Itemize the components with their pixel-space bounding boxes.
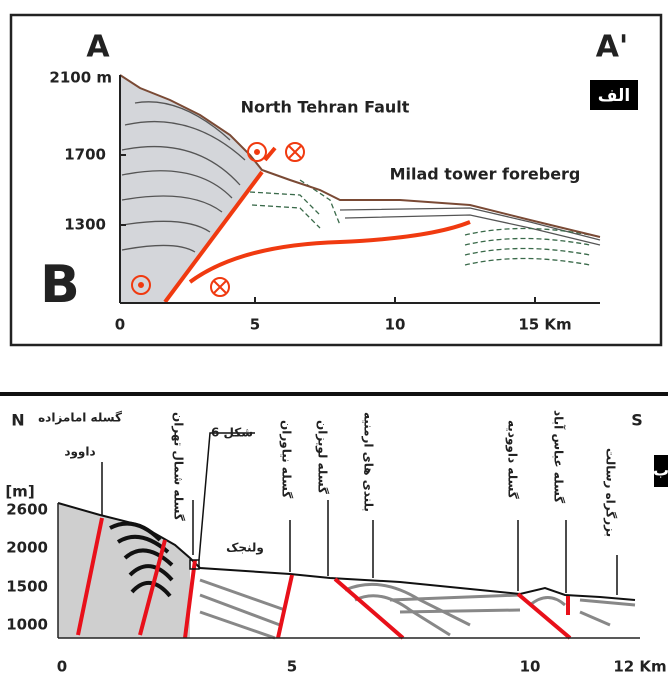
vertical-label: گسله عباس آباد [552, 410, 567, 503]
south: S [631, 411, 643, 430]
vertical-label: بلندی های ارمنیه [362, 412, 376, 512]
top-frame [9, 13, 663, 347]
x-label: 5 [250, 316, 260, 334]
tag-box [654, 455, 668, 487]
bottom-axes [57, 503, 640, 639]
y-label: 2600 [6, 501, 48, 519]
x-label: 0 [115, 316, 125, 334]
tag: الف [598, 86, 630, 106]
vertical-label: گسله نیاوران [279, 420, 294, 498]
x-label: 5 [287, 658, 297, 676]
north: N [11, 411, 24, 430]
tag: ب [653, 461, 668, 480]
tag-box [590, 80, 638, 110]
y-label: 1000 [6, 616, 48, 634]
vertical-label: بزرگراه رسالت [604, 448, 618, 537]
fault-label: North Tehran Fault [241, 98, 410, 117]
place-label: داوود [64, 445, 95, 460]
strata [199, 578, 636, 640]
pointers [101, 432, 618, 595]
place-label: ولنجک [226, 541, 264, 556]
place-label: گسله امامزاده [38, 411, 122, 425]
x-label: 15 Km [518, 316, 571, 334]
y-label: 1500 [6, 578, 48, 596]
section-label: A [86, 30, 110, 65]
y-label: 2100 m [49, 69, 112, 87]
y-label: 1300 [64, 216, 106, 234]
unit: [m] [5, 483, 34, 501]
foreberg-label: Milad tower foreberg [390, 165, 581, 184]
faults [76, 517, 572, 640]
x-label: 10 [520, 658, 541, 676]
vertical-label: گسله داوودیه [505, 420, 520, 499]
figure-6-box [189, 559, 200, 570]
x-label: 0 [57, 658, 67, 676]
vertical-label: گسله شمال تهران [172, 412, 186, 521]
x-label: 12 Km [613, 658, 666, 676]
motion-symbols [131, 142, 305, 297]
faults [163, 146, 471, 304]
y-label: 1700 [64, 146, 106, 164]
vertical-label: گسله لویزان [315, 420, 330, 494]
topography [57, 502, 636, 601]
panel-letter: B [40, 255, 80, 315]
top-axes [119, 75, 600, 304]
section-label: A' [596, 30, 628, 65]
topography [119, 74, 601, 238]
place-label: شکل 6 [211, 426, 253, 440]
y-label: 2000 [6, 539, 48, 557]
x-label: 10 [385, 316, 406, 334]
